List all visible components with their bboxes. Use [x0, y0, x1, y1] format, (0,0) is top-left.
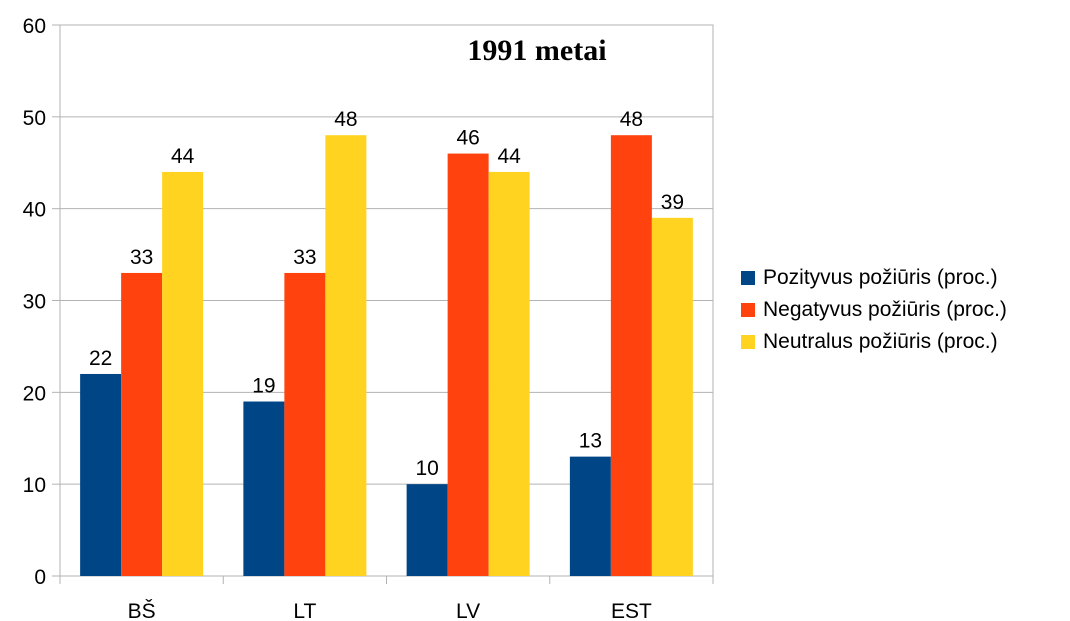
x-tick-label: EST	[611, 600, 652, 621]
legend-label: Negatyvus požiūris (proc.)	[763, 298, 1007, 321]
bar	[610, 135, 652, 576]
data-label: 39	[661, 191, 684, 214]
data-label: 48	[620, 108, 643, 131]
bar	[325, 135, 367, 576]
data-label: 22	[89, 347, 112, 370]
bar	[651, 217, 693, 576]
legend-swatch	[741, 271, 755, 285]
legend: Pozityvus požiūris (proc.) Negatyvus poži…	[741, 262, 1007, 358]
bar	[162, 171, 204, 576]
bar	[447, 153, 489, 577]
y-tick-label: 50	[23, 107, 46, 130]
bar	[488, 171, 530, 576]
axes	[52, 24, 714, 584]
y-tick-label: 10	[23, 474, 46, 497]
data-label: 33	[130, 246, 153, 269]
labels: 0 10 20 30 40 50 60 BŠ 22 33 44 LT 19 33 48 LV 10 46 44 EST…	[23, 15, 684, 621]
data-label: 10	[415, 457, 438, 480]
legend-item: Negatyvus požiūris (proc.)	[741, 294, 1007, 326]
data-label: 46	[456, 127, 479, 150]
x-tick-label: LT	[293, 600, 316, 621]
x-tick-label: LV	[456, 600, 480, 621]
data-label: 48	[334, 108, 357, 131]
data-label: 19	[252, 375, 275, 398]
x-tick-label: BŠ	[128, 600, 156, 621]
data-label: 33	[293, 246, 316, 269]
bar	[121, 272, 163, 576]
data-label: 44	[171, 145, 195, 168]
bar	[569, 456, 611, 576]
y-tick-label: 60	[23, 15, 46, 38]
data-label: 13	[579, 430, 602, 453]
bars	[80, 135, 693, 577]
chart-title: 1991 metai	[467, 34, 606, 67]
legend-item: Pozityvus požiūris (proc.)	[741, 262, 1007, 294]
y-tick-label: 20	[23, 382, 46, 405]
legend-label: Pozityvus požiūris (proc.)	[763, 266, 998, 289]
y-tick-label: 40	[23, 199, 46, 222]
bar	[243, 401, 285, 576]
y-tick-label: 0	[34, 566, 46, 589]
legend-item: Neutralus požiūris (proc.)	[741, 326, 1007, 358]
legend-label: Neutralus požiūris (proc.)	[763, 330, 998, 353]
data-label: 44	[497, 145, 521, 168]
legend-swatch	[741, 335, 755, 349]
y-tick-label: 30	[23, 291, 46, 314]
legend-swatch	[741, 303, 755, 317]
bar	[80, 373, 122, 576]
bar	[406, 484, 448, 576]
bar	[284, 272, 326, 576]
